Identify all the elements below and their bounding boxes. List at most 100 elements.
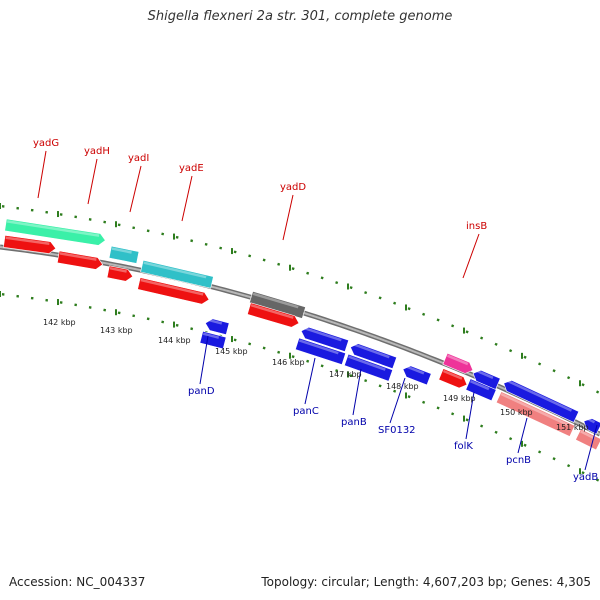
panD-cds-2-shine <box>202 332 220 339</box>
yadD-cds-shine <box>250 304 294 319</box>
SF0132-cds <box>402 364 432 386</box>
lower-tick-row <box>117 311 121 315</box>
lower-tick-row <box>378 384 382 388</box>
upper-tick-row <box>349 286 353 290</box>
upper-tick-row <box>88 218 92 221</box>
top-gene-label: insB <box>466 221 487 232</box>
lower-tick-row <box>262 346 266 350</box>
lower-tick-row <box>509 437 513 441</box>
panC-cds-1-shape <box>300 326 350 353</box>
lower-tick-row <box>451 412 455 416</box>
lower-tick-row <box>595 478 600 482</box>
lower-tick-row <box>1 293 5 296</box>
yadB-cds-1-shine <box>585 417 596 424</box>
yadI-cds <box>106 265 134 282</box>
upper-tick-row <box>30 208 34 212</box>
yadD-feature-shape <box>249 290 306 319</box>
top-gene-label: yadG <box>33 138 59 149</box>
tick-label: 151 kbp <box>556 423 589 432</box>
pcnB-cds-2-shape <box>495 391 576 437</box>
lower-tick-row <box>335 369 339 373</box>
yadH-cds-shape <box>56 250 104 270</box>
yadI-cds-shape <box>106 265 134 282</box>
upper-tick-row <box>537 362 542 366</box>
insB-cds-shape <box>438 368 468 389</box>
upper-tick-row <box>1 205 5 208</box>
upper-tick-row <box>436 318 440 322</box>
upper-tick-row <box>523 355 527 359</box>
lower-tick-row <box>537 450 542 454</box>
panC-cds-1-shine <box>302 326 342 342</box>
top-gene-label: yadE <box>179 163 204 174</box>
upper-tick-row <box>552 369 556 373</box>
upper-tick-row <box>277 262 281 266</box>
pcnB-cds-2-shine <box>500 392 569 426</box>
top-gene-label: yadD <box>280 182 306 193</box>
lower-tick-row <box>103 308 107 312</box>
map-title: Shigella flexneri 2a str. 301, complete … <box>147 9 453 24</box>
yadI-feature-shine <box>111 247 132 254</box>
upper-tick-row <box>595 390 600 394</box>
upper-tick-row <box>190 239 194 243</box>
top-leader-line <box>282 194 294 241</box>
lower-tick-row <box>364 379 368 383</box>
upper-tick-row <box>393 301 397 305</box>
yadG-feature-shape <box>4 218 106 246</box>
upper-tick-row <box>364 291 368 295</box>
tick-label: 142 kbp <box>43 318 76 327</box>
lower-tick-row <box>393 389 397 393</box>
bottom-leader-line <box>517 417 528 454</box>
lower-tick-row <box>349 374 353 378</box>
top-leader-line <box>129 165 142 213</box>
yadG-feature <box>4 218 106 246</box>
folK-cds-2-shape <box>465 378 497 402</box>
upper-tick-row <box>378 296 382 300</box>
lower-tick-row <box>320 364 324 368</box>
yadE-feature <box>140 259 214 289</box>
lower-tick-row <box>146 317 150 321</box>
bottom-gene-label: yadB <box>573 472 598 483</box>
panB-cds-1-shine <box>352 342 390 359</box>
panC-cds-2-shine <box>298 339 339 355</box>
folK-cds-1-shine <box>475 369 494 379</box>
bottom-leader-line <box>584 424 598 471</box>
lower-tick-row <box>523 443 527 447</box>
yadB-cds-2-shine <box>580 430 595 440</box>
yadI-feature <box>108 245 140 264</box>
lower-tick-row <box>480 424 484 428</box>
lower-tick-row <box>552 457 556 461</box>
upper-tick-row <box>248 254 252 258</box>
upper-tick-row <box>175 235 179 239</box>
panC-cds-2-shape <box>294 337 347 365</box>
top-gene-label: yadH <box>84 146 110 157</box>
top-gene-label: yadI <box>128 153 149 164</box>
lower-tick-row <box>59 301 63 304</box>
lower-tick-row <box>494 430 498 434</box>
lower-tick-row <box>248 342 252 346</box>
upper-tick-row <box>146 229 150 233</box>
lower-tick-row <box>175 323 179 327</box>
upper-tick-row <box>59 213 63 216</box>
yadH-cds-shine <box>59 252 97 261</box>
upper-tick-row <box>219 246 223 250</box>
upper-tick-row <box>291 267 295 271</box>
tick-label: 143 kbp <box>100 326 133 335</box>
upper-tick-row <box>233 250 237 254</box>
lower-tick-row <box>566 464 571 468</box>
yadG-cds <box>3 235 57 254</box>
tick-label: 145 kbp <box>215 347 248 356</box>
tick-label: 147 kbp <box>329 370 362 379</box>
SF0132-cds-shape <box>402 365 432 386</box>
bottom-leader-line <box>199 335 209 385</box>
panC-cds-1 <box>300 326 350 353</box>
yadD-cds <box>246 302 300 328</box>
bottom-gene-label: panD <box>188 386 215 397</box>
yadE-feature-shine <box>143 261 207 279</box>
yadH-cds <box>56 250 104 270</box>
upper-tick-row <box>494 342 498 346</box>
insB-feature <box>442 352 474 374</box>
tick-label: 144 kbp <box>158 336 191 345</box>
yadG-cds-shape <box>3 235 57 254</box>
upper-tick-row <box>320 276 324 280</box>
upper-tick-row <box>74 215 78 219</box>
